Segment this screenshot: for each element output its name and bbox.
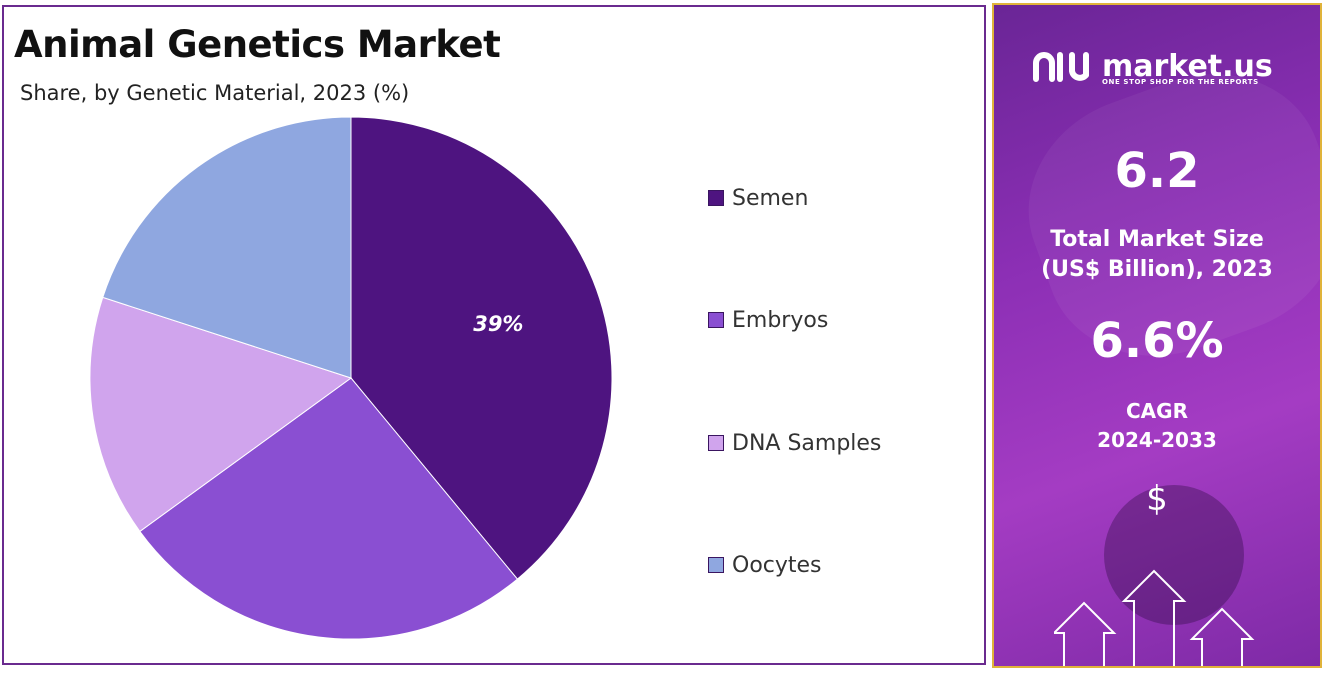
brand-logo: market.us <box>1030 45 1273 89</box>
legend-label-embryos: Embryos <box>732 307 829 333</box>
up-arrow-icon <box>1054 569 1255 666</box>
legend-label-dna-samples: DNA Samples <box>732 430 882 456</box>
legend-swatch-embryos <box>708 312 724 328</box>
data-label-semen: 39% <box>473 312 523 336</box>
dollar-icon: $ <box>1146 479 1168 519</box>
chart-title: Animal Genetics Market <box>14 23 501 66</box>
pie-slice-semen <box>350 116 613 580</box>
legend-item-semen: Semen <box>708 183 808 213</box>
legend-label-semen: Semen <box>732 185 809 211</box>
pie-slice-oocytes <box>102 116 352 379</box>
brand-name: market.us <box>1102 49 1273 84</box>
cagr-value: 6.6% <box>1090 313 1224 369</box>
legend-swatch-oocytes <box>708 557 724 573</box>
legend-item-dna-samples: DNA Samples <box>708 428 881 458</box>
legend-swatch-semen <box>708 190 724 206</box>
chart-subtitle: Share, by Genetic Material, 2023 (%) <box>20 81 410 105</box>
legend-item-embryos: Embryos <box>708 305 828 335</box>
market-size-value: 6.2 <box>1114 143 1200 199</box>
logo-mark-icon <box>1033 52 1089 82</box>
pie-chart: 39% <box>89 116 613 640</box>
cagr-label-line2: 2024-2033 <box>1097 428 1217 452</box>
pie-slice-embryos <box>139 377 519 640</box>
market-size-label-line1: Total Market Size <box>1050 227 1264 252</box>
legend-item-oocytes: Oocytes <box>708 550 822 580</box>
brand-tagline: ONE STOP SHOP FOR THE REPORTS <box>1102 78 1259 86</box>
legend-label-oocytes: Oocytes <box>732 552 822 578</box>
summary-sidebar: market.us ONE STOP SHOP FOR THE REPORTS … <box>992 3 1322 668</box>
market-size-label-line2: (US$ Billion), 2023 <box>1041 257 1273 282</box>
pie-slice-dna-samples <box>89 296 353 533</box>
chart-panel: 39% Animal Genetics Market Share, by Gen… <box>2 5 986 665</box>
legend-swatch-dna-samples <box>708 435 724 451</box>
cagr-label-line1: CAGR <box>1126 399 1188 423</box>
